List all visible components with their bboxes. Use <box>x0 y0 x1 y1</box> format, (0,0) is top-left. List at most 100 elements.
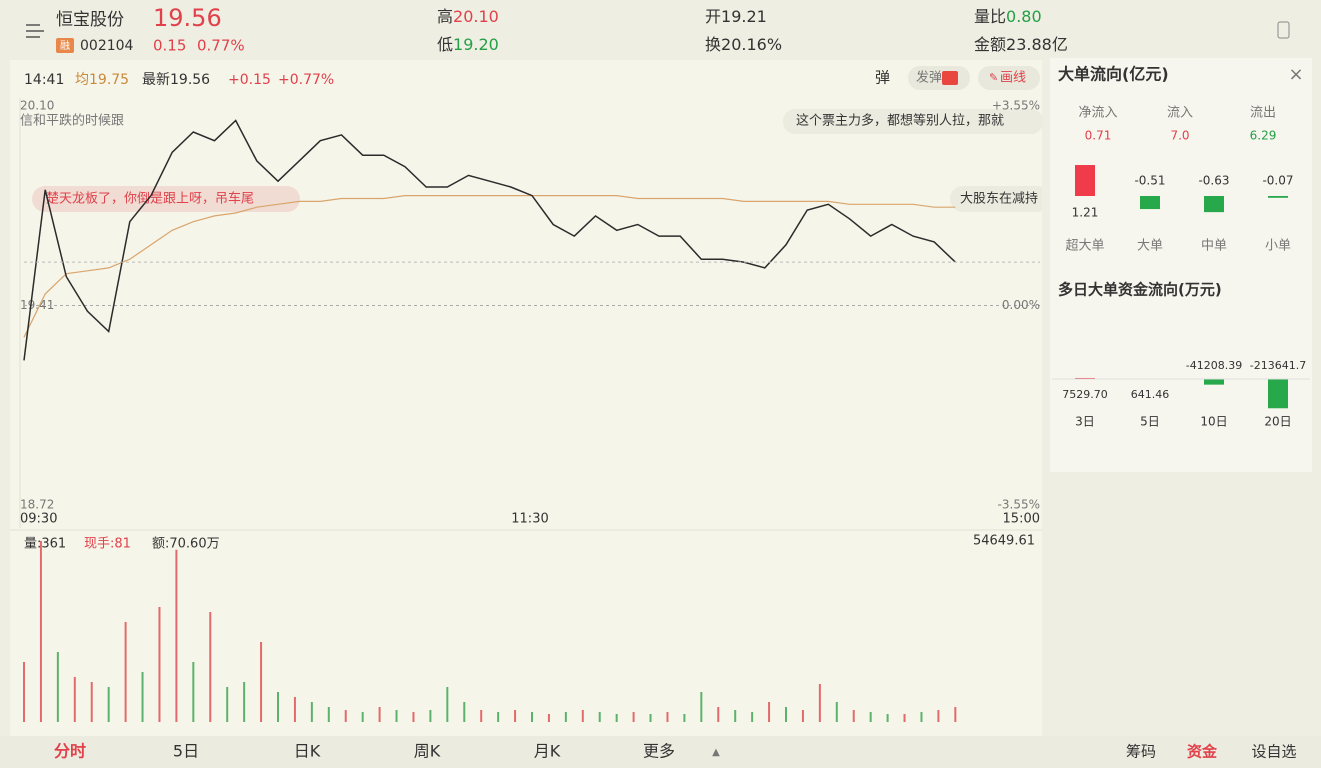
volume-bar <box>581 710 584 722</box>
stat-label: 金额 <box>974 35 1006 54</box>
multi-day-bar <box>1204 379 1224 385</box>
volume-bar <box>683 713 686 722</box>
phone-icon[interactable] <box>1277 21 1290 39</box>
stat: 金额23.88亿 <box>974 35 1068 54</box>
volume-bar <box>886 713 889 722</box>
volume-stat: 现手:81 <box>84 537 131 552</box>
volume-bar <box>344 710 347 722</box>
stat: 换20.16% <box>705 35 782 54</box>
stat: 高20.10 <box>437 7 499 26</box>
chart-area <box>10 60 1042 736</box>
volume-bar <box>835 701 838 722</box>
flow-value-label: -0.07 <box>1262 174 1293 188</box>
price-line <box>23 119 956 361</box>
volume-bar <box>666 711 669 722</box>
draw-button[interactable] <box>978 66 1040 90</box>
volume-bar <box>531 711 533 722</box>
tab[interactable]: 月K <box>534 742 561 761</box>
badge-bg <box>56 38 74 53</box>
volume-bar <box>124 621 127 722</box>
bottom-bar <box>0 736 1321 768</box>
volume-bar <box>632 711 635 722</box>
avg-value: 19.75 <box>89 72 129 88</box>
y2-tick-label: +3.55% <box>992 99 1040 113</box>
stat-label: 低 <box>437 35 453 54</box>
flow-summary-label: 流入 <box>1167 106 1193 121</box>
x-tick-label: 15:00 <box>1003 512 1040 527</box>
volume-bar <box>209 611 212 722</box>
volume-bar <box>277 691 279 722</box>
volume-bar <box>56 651 59 722</box>
danmaku-toggle[interactable]: 弹 <box>875 69 890 87</box>
tab[interactable]: 分时 <box>54 742 86 761</box>
menu-icon[interactable] <box>26 24 44 38</box>
stat: 量比0.80 <box>974 7 1042 26</box>
volume-bar <box>378 706 381 722</box>
volume-bar <box>649 713 652 722</box>
side-tab[interactable]: 资金 <box>1187 743 1218 761</box>
flow-summary-label: 流出 <box>1250 106 1276 121</box>
volume-bar <box>260 641 263 722</box>
volume-bar <box>23 661 25 722</box>
volume-bar <box>547 713 550 722</box>
badge: 融 <box>60 40 70 52</box>
volume-bar <box>226 686 229 722</box>
flow-category: 中单 <box>1201 239 1227 254</box>
y2-tick-label: 0.00% <box>1002 298 1040 312</box>
latest-label: 最新 <box>142 72 170 88</box>
volume-bar <box>293 696 296 722</box>
draw-label[interactable]: 画线 <box>1000 71 1026 86</box>
flow-title: 大单流向(亿元) <box>1058 65 1169 84</box>
stat-value: 0.80 <box>1006 7 1042 26</box>
side-tab[interactable]: 筹码 <box>1126 743 1156 761</box>
side-tab[interactable]: 设自选 <box>1251 743 1296 761</box>
close-button[interactable]: × <box>1288 64 1303 85</box>
flow-summary-value: 6.29 <box>1250 129 1277 143</box>
tab[interactable]: 5日 <box>173 742 199 761</box>
volume-bar <box>734 710 737 722</box>
gift-icon <box>942 71 958 85</box>
multi-day-category: 10日 <box>1200 415 1227 429</box>
danmaku: 楚天龙板了，你倒是跟上呀，吊车尾 <box>46 191 254 207</box>
multi-day-category: 5日 <box>1140 415 1160 429</box>
stat: 开19.21 <box>705 7 767 26</box>
volume-bar <box>243 681 246 722</box>
danmaku-pill <box>783 109 1043 134</box>
volume-bar <box>446 686 449 722</box>
stat-value: 19.20 <box>453 35 499 54</box>
flow-bar <box>1268 196 1288 198</box>
volume-bar <box>73 676 76 722</box>
more-arrow[interactable]: ▲ <box>712 747 720 758</box>
volume-bar <box>937 710 940 722</box>
flow-value-label: -0.63 <box>1198 174 1229 188</box>
volume-bar <box>480 710 483 722</box>
volume-bar <box>598 711 601 722</box>
tab[interactable]: 周K <box>414 742 441 761</box>
multi-day-title: 多日大单资金流向(万元) <box>1058 281 1222 299</box>
send-label[interactable]: 发弹 <box>916 70 942 86</box>
volume-bar <box>412 711 415 722</box>
x-tick-label: 09:30 <box>20 512 57 527</box>
flow-bar <box>1140 196 1160 210</box>
volume-bar <box>564 711 567 722</box>
volume-bar <box>39 541 42 722</box>
stat-label: 开 <box>705 7 721 26</box>
danmaku: 大股东在减持 <box>960 192 1038 207</box>
info-change: +0.15 <box>228 72 271 88</box>
volume-tick-label: 54649.61 <box>973 534 1035 549</box>
danmaku-clip: 大股东在减持 <box>950 186 1042 212</box>
volume-bar <box>869 711 872 722</box>
volume-stat: 量:361 <box>24 537 66 552</box>
tab[interactable]: 日K <box>294 742 321 761</box>
multi-day-value-label: 641.46 <box>1131 388 1170 401</box>
info-time: 14:41 <box>24 72 64 88</box>
volume-bar <box>514 710 517 722</box>
multi-day-bar <box>1268 379 1288 409</box>
volume-bar <box>310 701 313 722</box>
multi-day-bar <box>1075 377 1095 379</box>
volume-bar <box>615 713 618 722</box>
change: 0.15 <box>153 37 186 55</box>
avg-line <box>23 195 956 338</box>
tab[interactable]: 更多 <box>643 742 675 761</box>
